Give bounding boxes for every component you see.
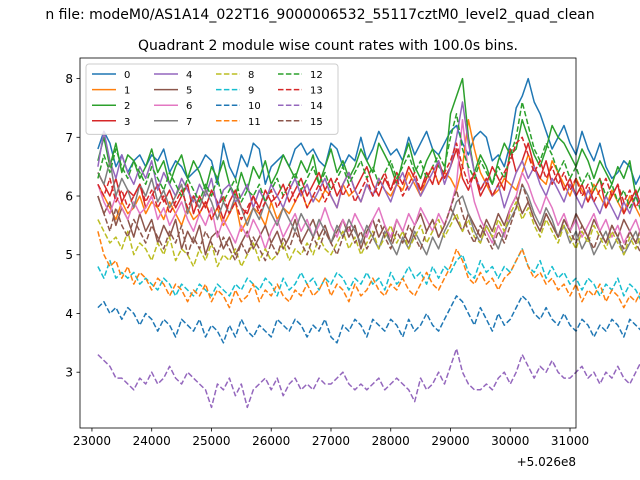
legend-label-2: 2 [124,101,130,112]
legend-label-5: 5 [186,86,192,97]
series-line-5 [97,195,640,256]
x-offset-label: +5.026e8 [517,455,576,469]
series-line-10 [97,295,640,344]
axes: 23000 24000 25000 26000 27000 28000 29000 30000… [65,57,589,448]
x-tick-label: 30000 [491,434,529,448]
y-tick-label: 3 [65,366,73,380]
legend-label-8: 8 [248,70,254,81]
legend-label-14: 14 [310,101,323,112]
legend-label-6: 6 [186,101,192,112]
series-line-6 [97,118,640,250]
legend-label-12: 12 [310,70,323,81]
legend-label-0: 0 [124,70,130,81]
legend-frame [85,63,339,135]
series-line-14 [97,347,640,409]
series-line-11 [97,231,640,309]
x-tick-label: 31000 [551,434,589,448]
legend-label-4: 4 [186,70,192,81]
plot-frame [79,57,577,429]
legend-label-15: 15 [310,117,323,128]
legend-label-10: 10 [248,101,261,112]
y-tick-label: 4 [65,307,73,321]
x-tick-label: 24000 [133,434,171,448]
legend-label-7: 7 [186,117,192,128]
series-line-1 [97,118,640,233]
chart-title: Quadrant 2 module wise count rates with … [138,38,518,54]
legend-label-13: 13 [310,86,323,97]
y-tick-label: 6 [65,190,73,204]
legend-label-3: 3 [124,117,130,128]
y-tick-label: 7 [65,131,73,145]
legend-label-9: 9 [248,86,254,97]
x-tick-label: 29000 [431,434,469,448]
figure-suptitle: n file: modeM0/AS1A14_022T16_9000006532_… [45,7,594,23]
x-tick-label: 27000 [312,434,350,448]
x-tick-label: 25000 [192,434,230,448]
legend-label-11: 11 [248,117,261,128]
x-tick-label: 28000 [372,434,410,448]
y-tick-label: 8 [65,72,73,86]
x-tick-label: 26000 [252,434,290,448]
y-tick-label: 5 [65,248,73,262]
legend-label-1: 1 [124,86,130,97]
x-tick-label: 23000 [73,434,111,448]
